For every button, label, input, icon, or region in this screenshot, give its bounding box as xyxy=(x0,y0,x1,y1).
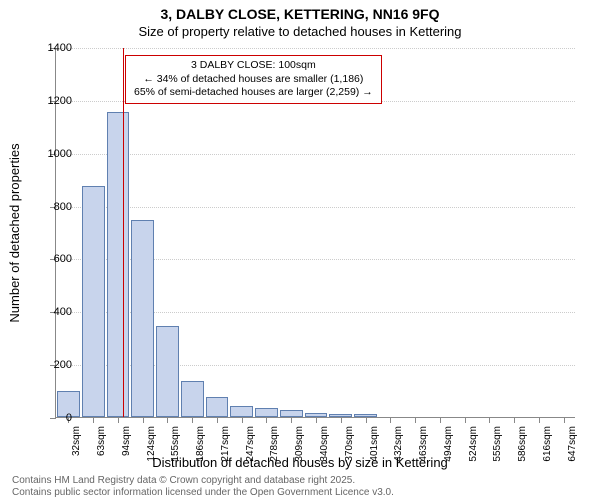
xtick-label: 401sqm xyxy=(369,426,380,462)
xtick xyxy=(192,417,193,423)
xtick-label: 247sqm xyxy=(245,426,256,462)
ytick-label: 400 xyxy=(27,306,72,318)
xtick xyxy=(118,417,119,423)
ytick-label: 1200 xyxy=(27,95,72,107)
xtick xyxy=(539,417,540,423)
histogram-bar xyxy=(107,112,130,417)
xtick-label: 616sqm xyxy=(542,426,553,462)
ytick-label: 0 xyxy=(27,412,72,424)
marker-line xyxy=(123,48,124,417)
gridline xyxy=(56,154,575,155)
xtick-label: 586sqm xyxy=(517,426,528,462)
histogram-bar xyxy=(280,410,303,417)
xtick-label: 555sqm xyxy=(492,426,503,462)
annotation-line: 65% of semi-detached houses are larger (… xyxy=(134,86,373,100)
histogram-bar xyxy=(181,381,204,417)
xtick-label: 278sqm xyxy=(269,426,280,462)
xtick xyxy=(291,417,292,423)
ytick-label: 1400 xyxy=(27,42,72,54)
footer-line-1: Contains HM Land Registry data © Crown c… xyxy=(12,475,355,486)
xtick-label: 63sqm xyxy=(96,426,107,456)
footer-line-2: Contains public sector information licen… xyxy=(12,487,394,498)
xtick xyxy=(415,417,416,423)
y-axis-label: Number of detached properties xyxy=(7,143,22,322)
xtick xyxy=(93,417,94,423)
histogram-bar xyxy=(156,326,179,417)
ytick-label: 800 xyxy=(27,201,72,213)
gridline xyxy=(56,207,575,208)
histogram-bar xyxy=(230,406,253,417)
plot-area: 3 DALBY CLOSE: 100sqm← 34% of detached h… xyxy=(55,48,575,418)
xtick xyxy=(217,417,218,423)
xtick-label: 155sqm xyxy=(170,426,181,462)
xtick xyxy=(167,417,168,423)
xtick-label: 186sqm xyxy=(195,426,206,462)
xtick xyxy=(341,417,342,423)
ytick-label: 600 xyxy=(27,253,72,265)
xtick xyxy=(242,417,243,423)
xtick-label: 370sqm xyxy=(344,426,355,462)
xtick-label: 524sqm xyxy=(468,426,479,462)
xtick-label: 124sqm xyxy=(146,426,157,462)
xtick-label: 94sqm xyxy=(121,426,132,456)
xtick-label: 432sqm xyxy=(393,426,404,462)
xtick xyxy=(465,417,466,423)
xtick xyxy=(390,417,391,423)
annotation-line: 3 DALBY CLOSE: 100sqm xyxy=(134,59,373,73)
histogram-bar xyxy=(255,408,278,417)
xtick xyxy=(143,417,144,423)
xtick-label: 647sqm xyxy=(567,426,578,462)
chart-subtitle: Size of property relative to detached ho… xyxy=(0,24,600,39)
xtick-label: 340sqm xyxy=(319,426,330,462)
gridline xyxy=(56,48,575,49)
xtick-label: 494sqm xyxy=(443,426,454,462)
annotation-box: 3 DALBY CLOSE: 100sqm← 34% of detached h… xyxy=(125,55,382,104)
chart-title: 3, DALBY CLOSE, KETTERING, NN16 9FQ xyxy=(0,6,600,22)
xtick xyxy=(316,417,317,423)
ytick-label: 1000 xyxy=(27,148,72,160)
histogram-bar xyxy=(131,220,154,417)
xtick xyxy=(266,417,267,423)
histogram-bar xyxy=(206,397,229,417)
annotation-line: ← 34% of detached houses are smaller (1,… xyxy=(134,73,373,87)
xtick xyxy=(564,417,565,423)
histogram-bar xyxy=(82,186,105,417)
xtick-label: 463sqm xyxy=(418,426,429,462)
xtick-label: 217sqm xyxy=(220,426,231,462)
xtick xyxy=(514,417,515,423)
xtick-label: 32sqm xyxy=(71,426,82,456)
xtick xyxy=(366,417,367,423)
xtick-label: 309sqm xyxy=(294,426,305,462)
xtick xyxy=(489,417,490,423)
ytick-label: 200 xyxy=(27,359,72,371)
histogram-chart: 3, DALBY CLOSE, KETTERING, NN16 9FQ Size… xyxy=(0,0,600,500)
xtick xyxy=(440,417,441,423)
